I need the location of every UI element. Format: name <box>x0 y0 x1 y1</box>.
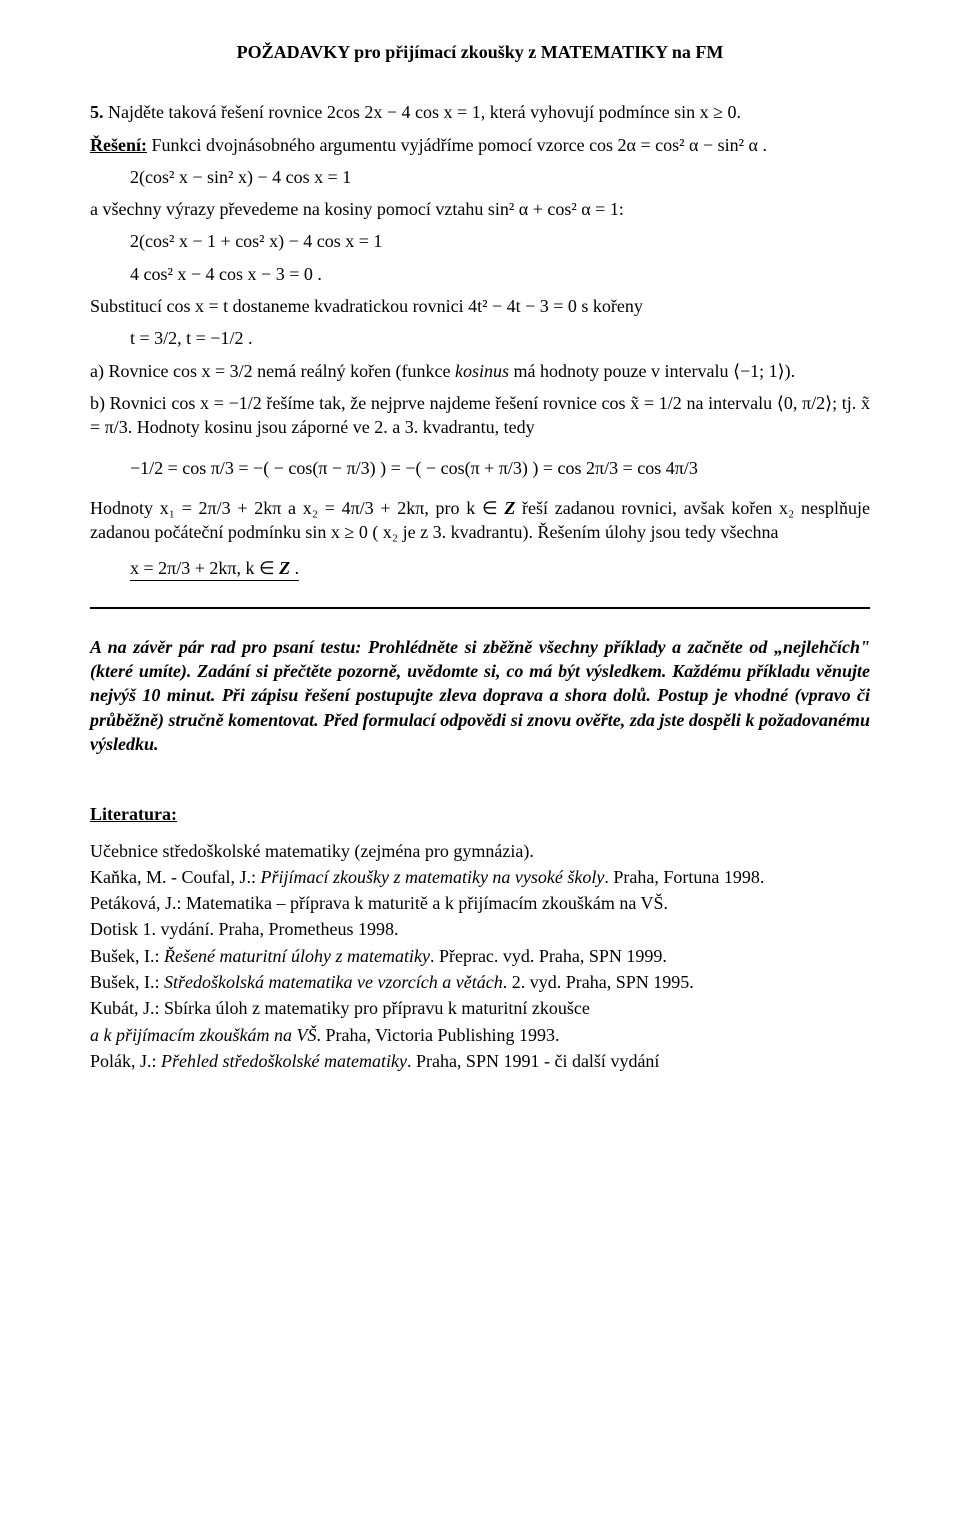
advice-text: A na závěr pár rad pro psaní testu: Proh… <box>90 637 870 754</box>
literature-heading: Literatura: <box>90 802 870 826</box>
ref-line-indent: Dotisk 1. vydání. Praha, Prometheus 1998… <box>90 917 870 941</box>
ref-line: Kubát, J.: Sbírka úloh z matematiky pro … <box>90 996 870 1020</box>
ref-line: Petáková, J.: Matematika – příprava k ma… <box>90 891 870 915</box>
ref-line: Bušek, I.: Řešené maturitní úlohy z mate… <box>90 944 870 968</box>
ref-line-indent: a k přijímacím zkouškám na VŠ. Praha, Vi… <box>90 1023 870 1047</box>
solution-intro: Řešení: Funkci dvojnásobného argumentu v… <box>90 133 870 157</box>
case-a: a) Rovnice cos x = 3/2 nemá reálný kořen… <box>90 359 870 383</box>
divider-rule <box>90 607 870 609</box>
problem-number: 5. <box>90 102 104 122</box>
equation-3: 4 cos² x − 4 cos x − 3 = 0 . <box>130 262 870 286</box>
problem-5: 5. Najděte taková řešení rovnice 2cos 2x… <box>90 100 870 124</box>
equation-1: 2(cos² x − sin² x) − 4 cos x = 1 <box>130 165 870 189</box>
final-equation: x = 2π/3 + 2kπ, k ∈ Z . <box>130 556 870 580</box>
transform-line: a všechny výrazy převedeme na kosiny pom… <box>90 197 870 221</box>
ref-line: Učebnice středoškolské matematiky (zejmé… <box>90 839 870 863</box>
final-equation-text: x = 2π/3 + 2kπ, k ∈ Z . <box>130 558 299 581</box>
ref-line: Bušek, I.: Středoškolská matematika ve v… <box>90 970 870 994</box>
advice-block: A na závěr pár rad pro psaní testu: Proh… <box>90 635 870 756</box>
substitution-line: Substitucí cos x = t dostaneme kvadratic… <box>90 294 870 318</box>
roots: t = 3/2, t = −1/2 . <box>130 326 870 350</box>
equation-2: 2(cos² x − 1 + cos² x) − 4 cos x = 1 <box>130 229 870 253</box>
references: Učebnice středoškolské matematiky (zejmé… <box>90 839 870 1074</box>
page-title: POŽADAVKY pro přijímací zkoušky z MATEMA… <box>90 40 870 64</box>
solution-intro-text: Funkci dvojnásobného argumentu vyjádříme… <box>147 135 767 155</box>
case-b: b) Rovnici cos x = −1/2 řešíme tak, že n… <box>90 391 870 440</box>
solution-label: Řešení: <box>90 135 147 155</box>
big-equation: −1/2 = cos π/3 = −( − cos(π − π/3) ) = −… <box>130 456 870 480</box>
problem-text: Najděte taková řešení rovnice 2cos 2x − … <box>104 102 742 122</box>
hodnoty-line: Hodnoty x₁ = 2π/3 + 2kπ a x₂ = 4π/3 + 2k… <box>90 496 870 545</box>
ref-line: Polák, J.: Přehled středoškolské matemat… <box>90 1049 870 1073</box>
ref-line: Kaňka, M. - Coufal, J.: Přijímací zkoušk… <box>90 865 870 889</box>
